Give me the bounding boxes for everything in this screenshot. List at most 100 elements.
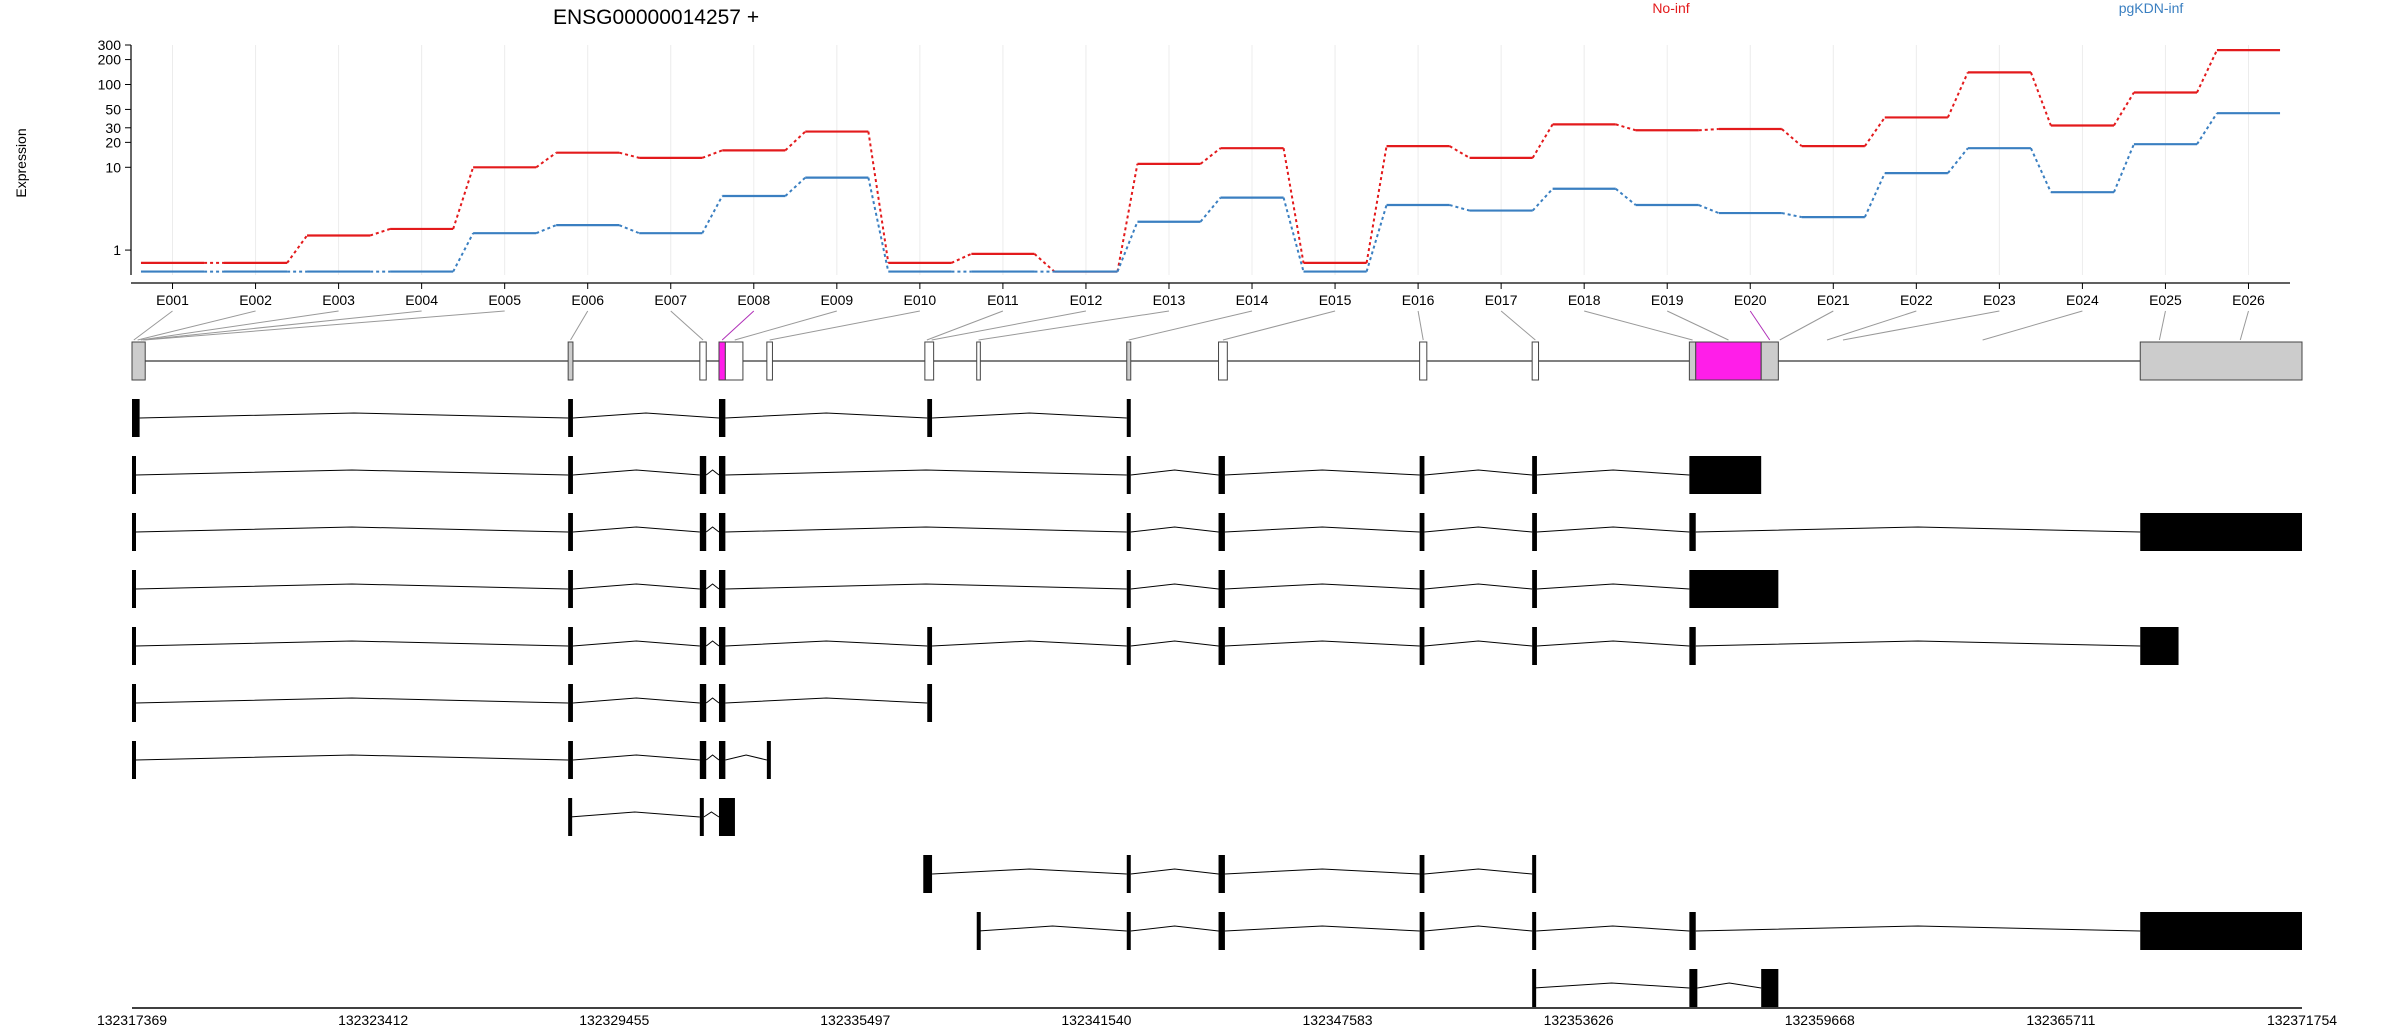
transcript-9 — [923, 855, 1537, 893]
transcript-intron — [572, 697, 700, 704]
transcript-exon — [1532, 456, 1537, 494]
transcript-2 — [132, 456, 1762, 494]
bin-connector — [1500, 310, 1536, 341]
series-No-inf — [140, 49, 2281, 273]
composite-exon — [1760, 341, 1779, 381]
transcript-exon — [1532, 627, 1537, 665]
bin-connector — [2239, 310, 2249, 341]
transcript-exon — [699, 684, 707, 722]
transcript-exon — [718, 456, 726, 494]
x-tick-label: E019 — [1651, 292, 1684, 308]
series-connector — [1449, 145, 1471, 159]
x-tick-label: E013 — [1153, 292, 1186, 308]
series-connector — [1698, 128, 1719, 132]
series-connector — [2029, 72, 2052, 126]
transcript-exon — [1689, 969, 1698, 1007]
series-connector — [618, 224, 640, 235]
transcript-exon — [568, 570, 573, 608]
transcript-intron — [703, 811, 720, 818]
transcript-5 — [132, 627, 2179, 665]
transcript-3 — [132, 513, 2302, 551]
series-connector — [2196, 49, 2218, 93]
bin-connector — [142, 310, 422, 341]
transcript-exon — [699, 798, 704, 836]
series-connector — [1033, 253, 1056, 273]
transcript-intron — [1424, 469, 1533, 476]
x-tick-label: E017 — [1485, 292, 1518, 308]
series-connector — [1365, 204, 1388, 272]
transcript-11 — [1532, 969, 1779, 1007]
transcript-intron — [705, 526, 720, 533]
transcript-exon — [2140, 513, 2302, 551]
composite-exon — [1218, 341, 1228, 381]
series-connector — [1781, 128, 1803, 147]
transcript-intron — [1536, 583, 1690, 590]
bin-connector — [734, 310, 837, 341]
legend-label-pgkdn-inf: pgKDN-inf — [2119, 0, 2184, 16]
y-tick-label: 10 — [105, 159, 121, 175]
transcript-exon — [1126, 399, 1131, 437]
transcript-exon — [132, 456, 136, 494]
transcript-8 — [568, 798, 735, 836]
transcript-1 — [132, 399, 1131, 437]
x-tick-label: E009 — [820, 292, 853, 308]
transcript-intron — [572, 754, 700, 761]
transcript-intron — [572, 640, 700, 647]
transcript-intron — [135, 754, 569, 761]
transcript-exon — [718, 513, 726, 551]
genomic-tick-label: 132353626 — [1544, 1012, 1614, 1028]
x-tick-label: E008 — [737, 292, 770, 308]
transcript-intron — [1424, 925, 1533, 932]
transcript-intron — [1130, 583, 1219, 590]
series-connector — [1615, 188, 1637, 206]
bin-connector — [926, 310, 1004, 341]
composite-exon — [766, 341, 773, 381]
bin-connector — [140, 310, 339, 341]
transcript-intron — [1224, 925, 1420, 932]
transcript-intron — [1533, 982, 1690, 989]
transcript-exon — [718, 399, 726, 437]
composite-exon — [699, 341, 707, 381]
y-tick-label: 300 — [98, 37, 122, 53]
series-connector — [1698, 204, 1720, 214]
transcript-intron — [1424, 868, 1533, 875]
transcript-exon — [1419, 570, 1425, 608]
transcript-intron — [1695, 526, 2141, 533]
transcript-intron — [1424, 640, 1533, 647]
x-tick-label: E018 — [1568, 292, 1601, 308]
bin-connector — [1222, 310, 1336, 341]
bin-connector — [1982, 310, 2083, 341]
genomic-tick-label: 132329455 — [579, 1012, 649, 1028]
genomic-tick-label: 132341540 — [1061, 1012, 1131, 1028]
transcript-exon — [568, 513, 573, 551]
transcript-exon — [1761, 969, 1779, 1007]
genomic-tick-label: 132371754 — [2267, 1012, 2337, 1028]
bin-connector — [2158, 310, 2166, 341]
transcript-exon — [699, 741, 707, 779]
composite-exon — [2139, 341, 2303, 381]
transcript-intron — [1130, 640, 1219, 647]
composite-exon — [1695, 341, 1762, 381]
transcript-intron — [135, 469, 569, 476]
transcript-intron — [705, 640, 720, 647]
transcript-intron — [725, 526, 1127, 533]
transcript-exon — [718, 684, 726, 722]
y-tick-label: 20 — [105, 134, 121, 150]
transcript-exon — [1126, 855, 1131, 893]
transcript-intron — [1536, 526, 1690, 533]
series-connector — [1116, 221, 1139, 272]
transcript-exon — [1218, 627, 1225, 665]
series-connector — [2030, 147, 2052, 193]
bin-connector — [133, 310, 173, 341]
composite-exon — [1419, 341, 1428, 381]
transcript-exon — [1419, 456, 1425, 494]
transcript-intron — [725, 640, 928, 647]
transcript-intron — [135, 583, 569, 590]
series-connector — [1946, 71, 1969, 118]
transcript-exon — [766, 741, 771, 779]
transcript-exon — [1126, 513, 1131, 551]
composite-exon — [718, 341, 726, 381]
transcript-4 — [132, 570, 1779, 608]
transcript-intron — [572, 412, 720, 419]
